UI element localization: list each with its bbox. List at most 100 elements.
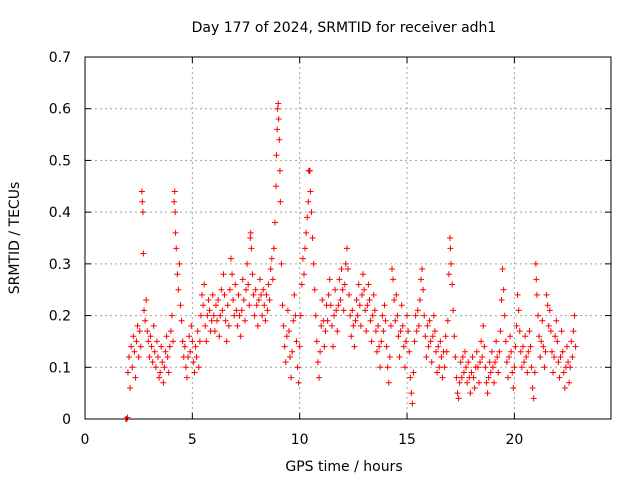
data-point bbox=[351, 343, 358, 350]
data-point bbox=[369, 312, 376, 319]
data-point bbox=[565, 359, 572, 366]
data-point bbox=[509, 369, 516, 376]
data-point bbox=[424, 322, 431, 329]
data-point bbox=[455, 395, 462, 402]
data-point bbox=[225, 322, 232, 329]
data-point bbox=[161, 364, 168, 371]
data-point bbox=[204, 312, 211, 319]
chart-title: Day 177 of 2024, SRMTID for receiver adh… bbox=[192, 20, 497, 36]
data-point bbox=[489, 364, 496, 371]
data-point bbox=[480, 322, 487, 329]
data-point bbox=[178, 317, 185, 324]
data-point bbox=[453, 374, 460, 381]
data-point bbox=[539, 317, 546, 324]
data-point bbox=[144, 328, 151, 335]
data-point bbox=[401, 364, 408, 371]
data-point bbox=[357, 322, 364, 329]
data-point bbox=[258, 291, 265, 298]
data-point bbox=[441, 364, 448, 371]
data-point bbox=[352, 317, 359, 324]
data-point bbox=[339, 286, 346, 293]
data-point bbox=[317, 348, 324, 355]
data-point bbox=[536, 333, 543, 340]
data-point bbox=[510, 384, 517, 391]
data-point bbox=[456, 379, 463, 386]
data-point bbox=[445, 271, 452, 278]
data-point bbox=[276, 136, 283, 143]
data-point bbox=[307, 188, 314, 195]
data-point bbox=[238, 307, 245, 314]
data-point bbox=[247, 235, 254, 241]
data-point bbox=[353, 297, 360, 304]
data-point bbox=[504, 374, 511, 381]
data-point bbox=[230, 297, 237, 304]
data-point bbox=[524, 369, 531, 376]
y-tick-label: 0 bbox=[62, 412, 71, 428]
data-point bbox=[338, 266, 345, 273]
data-point bbox=[274, 126, 281, 133]
data-point bbox=[392, 317, 399, 324]
data-point bbox=[227, 255, 234, 262]
data-point bbox=[395, 333, 402, 340]
data-point bbox=[132, 374, 139, 381]
data-point bbox=[234, 322, 241, 329]
data-point bbox=[172, 229, 179, 236]
data-point bbox=[366, 297, 373, 304]
data-point bbox=[324, 317, 331, 324]
data-point bbox=[478, 338, 485, 345]
data-point bbox=[448, 260, 455, 267]
data-point bbox=[249, 271, 256, 278]
data-point bbox=[402, 338, 409, 345]
data-point bbox=[259, 312, 266, 319]
grid-lines bbox=[85, 57, 611, 419]
data-point bbox=[568, 338, 575, 345]
data-point bbox=[275, 100, 282, 107]
data-point bbox=[146, 353, 153, 360]
data-point bbox=[444, 317, 451, 324]
data-point bbox=[264, 307, 271, 314]
data-point bbox=[137, 343, 144, 350]
data-point bbox=[511, 364, 518, 371]
data-point bbox=[223, 338, 230, 345]
data-point bbox=[495, 369, 502, 376]
data-point bbox=[131, 348, 138, 355]
data-point bbox=[182, 364, 189, 371]
data-point bbox=[263, 291, 270, 298]
data-point bbox=[302, 245, 309, 252]
data-point bbox=[483, 379, 490, 386]
data-point bbox=[360, 271, 367, 278]
data-point bbox=[498, 297, 505, 304]
data-point bbox=[492, 359, 499, 366]
data-point bbox=[202, 322, 209, 329]
data-point bbox=[397, 328, 404, 335]
y-axis-title: SRMTID / TECUs bbox=[7, 182, 23, 295]
data-point bbox=[164, 353, 171, 360]
data-point bbox=[439, 374, 446, 381]
data-point bbox=[543, 291, 550, 298]
data-point bbox=[488, 348, 495, 355]
data-point bbox=[557, 353, 564, 360]
data-point bbox=[485, 374, 492, 381]
data-point bbox=[300, 271, 307, 278]
data-point bbox=[405, 328, 412, 335]
data-point bbox=[506, 353, 513, 360]
data-point bbox=[364, 302, 371, 309]
data-point bbox=[214, 317, 221, 324]
data-point bbox=[275, 116, 282, 123]
data-point bbox=[311, 286, 318, 293]
data-point bbox=[473, 348, 480, 355]
data-point bbox=[367, 317, 374, 324]
data-point bbox=[292, 312, 299, 319]
data-point bbox=[349, 307, 356, 314]
data-point bbox=[250, 291, 257, 298]
data-point bbox=[544, 302, 551, 309]
data-point bbox=[200, 302, 207, 309]
data-point bbox=[127, 384, 134, 391]
data-point bbox=[385, 379, 392, 386]
data-point bbox=[438, 353, 445, 360]
data-point bbox=[377, 364, 384, 371]
data-point bbox=[226, 286, 233, 293]
data-point bbox=[149, 359, 156, 366]
data-point bbox=[312, 312, 319, 319]
data-point bbox=[135, 353, 142, 360]
